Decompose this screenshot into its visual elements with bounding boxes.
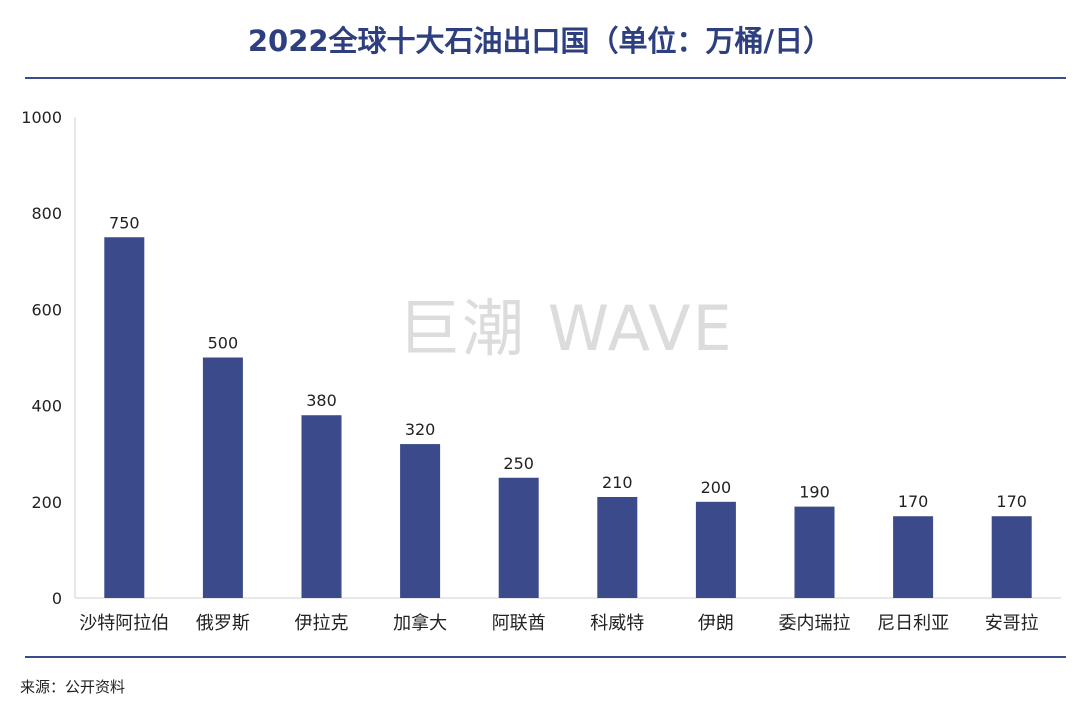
- chart-title: 2022全球十大石油出口国（单位：万桶/日）: [247, 24, 833, 58]
- x-tick-label: 伊朗: [698, 613, 734, 634]
- data-label: 250: [503, 454, 534, 473]
- data-label: 380: [306, 391, 337, 410]
- bar-9: [893, 516, 934, 598]
- x-tick-label: 科威特: [590, 613, 644, 634]
- x-tick-label: 伊拉克: [295, 613, 349, 634]
- data-label: 190: [799, 483, 830, 502]
- watermark: 巨潮 WAVE: [398, 292, 734, 365]
- bar-6: [597, 496, 638, 598]
- y-tick-label: 200: [31, 493, 62, 512]
- bar-3: [301, 415, 342, 598]
- data-label: 750: [109, 213, 140, 232]
- x-tick-label: 加拿大: [393, 612, 447, 634]
- y-tick-label: 0: [52, 589, 62, 608]
- bar-5: [498, 477, 539, 598]
- bar-2: [202, 357, 243, 598]
- data-label: 500: [208, 334, 239, 353]
- y-tick-label: 800: [31, 204, 62, 223]
- x-tick-label: 尼日利亚: [877, 613, 949, 634]
- bar-4: [400, 444, 441, 598]
- data-label: 170: [996, 492, 1027, 511]
- bar-10: [991, 516, 1032, 598]
- bar-1: [104, 237, 145, 598]
- data-label: 170: [898, 492, 929, 511]
- title-divider: [25, 77, 1066, 79]
- source-note: 来源：公开资料: [20, 678, 126, 696]
- x-tick-label: 俄罗斯: [196, 613, 250, 634]
- x-tick-label: 沙特阿拉伯: [79, 613, 169, 634]
- y-tick-label: 400: [31, 397, 62, 416]
- y-tick-label: 1000: [21, 108, 62, 127]
- x-tick-label: 阿联酋: [492, 613, 546, 634]
- x-tick-label: 委内瑞拉: [779, 613, 851, 634]
- data-label: 200: [701, 478, 732, 497]
- footer-divider: [25, 656, 1066, 658]
- y-tick-label: 600: [31, 300, 62, 319]
- bar-8: [794, 506, 835, 598]
- data-label: 320: [405, 420, 436, 439]
- bar-7: [695, 501, 736, 598]
- data-label: 210: [602, 473, 633, 492]
- x-tick-label: 安哥拉: [985, 613, 1039, 634]
